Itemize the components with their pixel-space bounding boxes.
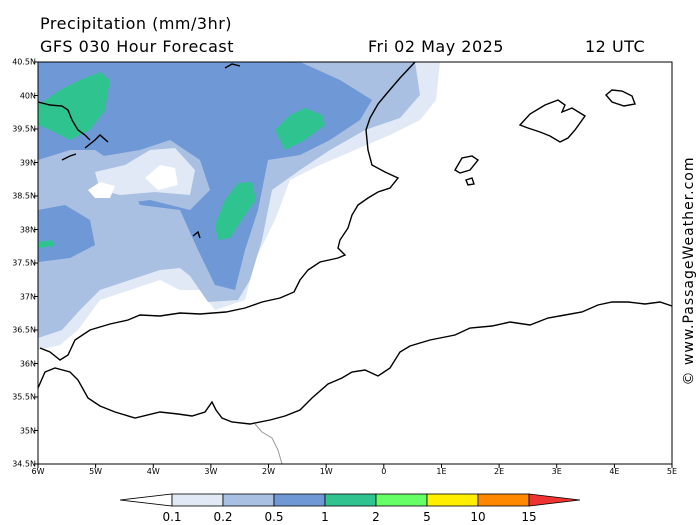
lat-label: 37.5N <box>12 258 36 268</box>
lon-label: 5W <box>89 467 103 476</box>
precip-band-green-n <box>275 108 325 150</box>
lat-label: 36N <box>19 359 36 368</box>
coast-fragment-2 <box>84 134 109 149</box>
lon-label: 3E <box>551 467 562 476</box>
legend-swatch-0.2 <box>222 493 275 507</box>
spain-northwest-coast <box>37 101 91 141</box>
precip-band-zero <box>88 182 115 198</box>
forecast-label: GFS 030 Hour Forecast <box>40 37 235 56</box>
lon-label: 4E <box>609 467 620 476</box>
legend-colorbar <box>119 493 581 507</box>
precip-band-green-c <box>215 182 256 240</box>
legend-swatch-0.5 <box>273 493 326 507</box>
lat-label: 34.5N <box>12 459 36 469</box>
coastlines <box>37 61 673 425</box>
legend-label: 0.5 <box>264 510 284 524</box>
menorca <box>605 89 636 107</box>
lon-label: 1W <box>319 467 333 476</box>
lon-label: 2W <box>262 467 275 476</box>
precip-band-zero-2 <box>145 165 178 190</box>
legend-swatch-above <box>528 493 581 507</box>
legend-swatch-2 <box>375 493 428 507</box>
map-title: Precipitation (mm/3hr) <box>40 14 233 33</box>
coast-fragment-4 <box>192 230 201 239</box>
africa-coast <box>37 301 673 425</box>
precipitation-field <box>38 62 440 350</box>
lat-label: 39N <box>19 158 36 167</box>
legend-label: 0.2 <box>213 510 233 524</box>
lat-label: 35.5N <box>12 392 36 402</box>
coast-fragment-1 <box>61 153 77 161</box>
lon-label: 1E <box>436 467 447 476</box>
lat-label: 37N <box>19 292 36 301</box>
lon-label: 6W <box>31 467 45 476</box>
forecast-date: Fri 02 May 2025 <box>368 37 504 56</box>
legend-swatch-1 <box>324 493 377 507</box>
lat-label: 38.5N <box>12 191 36 201</box>
forecast-time: 12 UTC <box>585 37 646 56</box>
legend-label: 10 <box>470 510 486 524</box>
lon-label: 4W <box>146 467 160 476</box>
precip-band-green-nw <box>38 72 110 140</box>
coast-fragment-3 <box>224 63 241 69</box>
copyright-credit: © www.PassageWeather.com <box>681 156 697 386</box>
lon-label: 3W <box>204 467 218 476</box>
mallorca <box>518 99 587 143</box>
formentera <box>465 177 475 186</box>
lat-label: 40.5N <box>12 57 36 67</box>
lat-label: 40N <box>19 91 36 100</box>
lon-ticks <box>37 464 673 468</box>
legend-swatch-below <box>119 493 173 507</box>
lat-label: 38N <box>19 225 36 234</box>
legend-swatch-10 <box>477 493 530 507</box>
spain-east-coast <box>39 61 416 361</box>
legend-label: 15 <box>521 510 537 524</box>
lon-label: 0 <box>381 467 387 476</box>
precip-band-medium-sw <box>38 205 95 262</box>
lat-label: 36.5N <box>12 325 36 335</box>
lat-ticks <box>34 61 38 465</box>
legend-label: 5 <box>423 510 431 524</box>
lat-label: 35N <box>19 426 36 435</box>
lon-label: 5E <box>666 467 678 476</box>
border-line <box>254 423 283 465</box>
legend-swatch-0.1 <box>171 493 224 507</box>
precip-band-green-w <box>38 240 55 248</box>
legend-label: 2 <box>372 510 380 524</box>
ibiza <box>454 155 480 174</box>
lon-label: 2E <box>494 467 505 476</box>
legend-swatch-5 <box>426 493 479 507</box>
legend-label: 0.1 <box>162 510 182 524</box>
lat-label: 39.5N <box>12 124 36 134</box>
legend-label: 1 <box>321 510 329 524</box>
